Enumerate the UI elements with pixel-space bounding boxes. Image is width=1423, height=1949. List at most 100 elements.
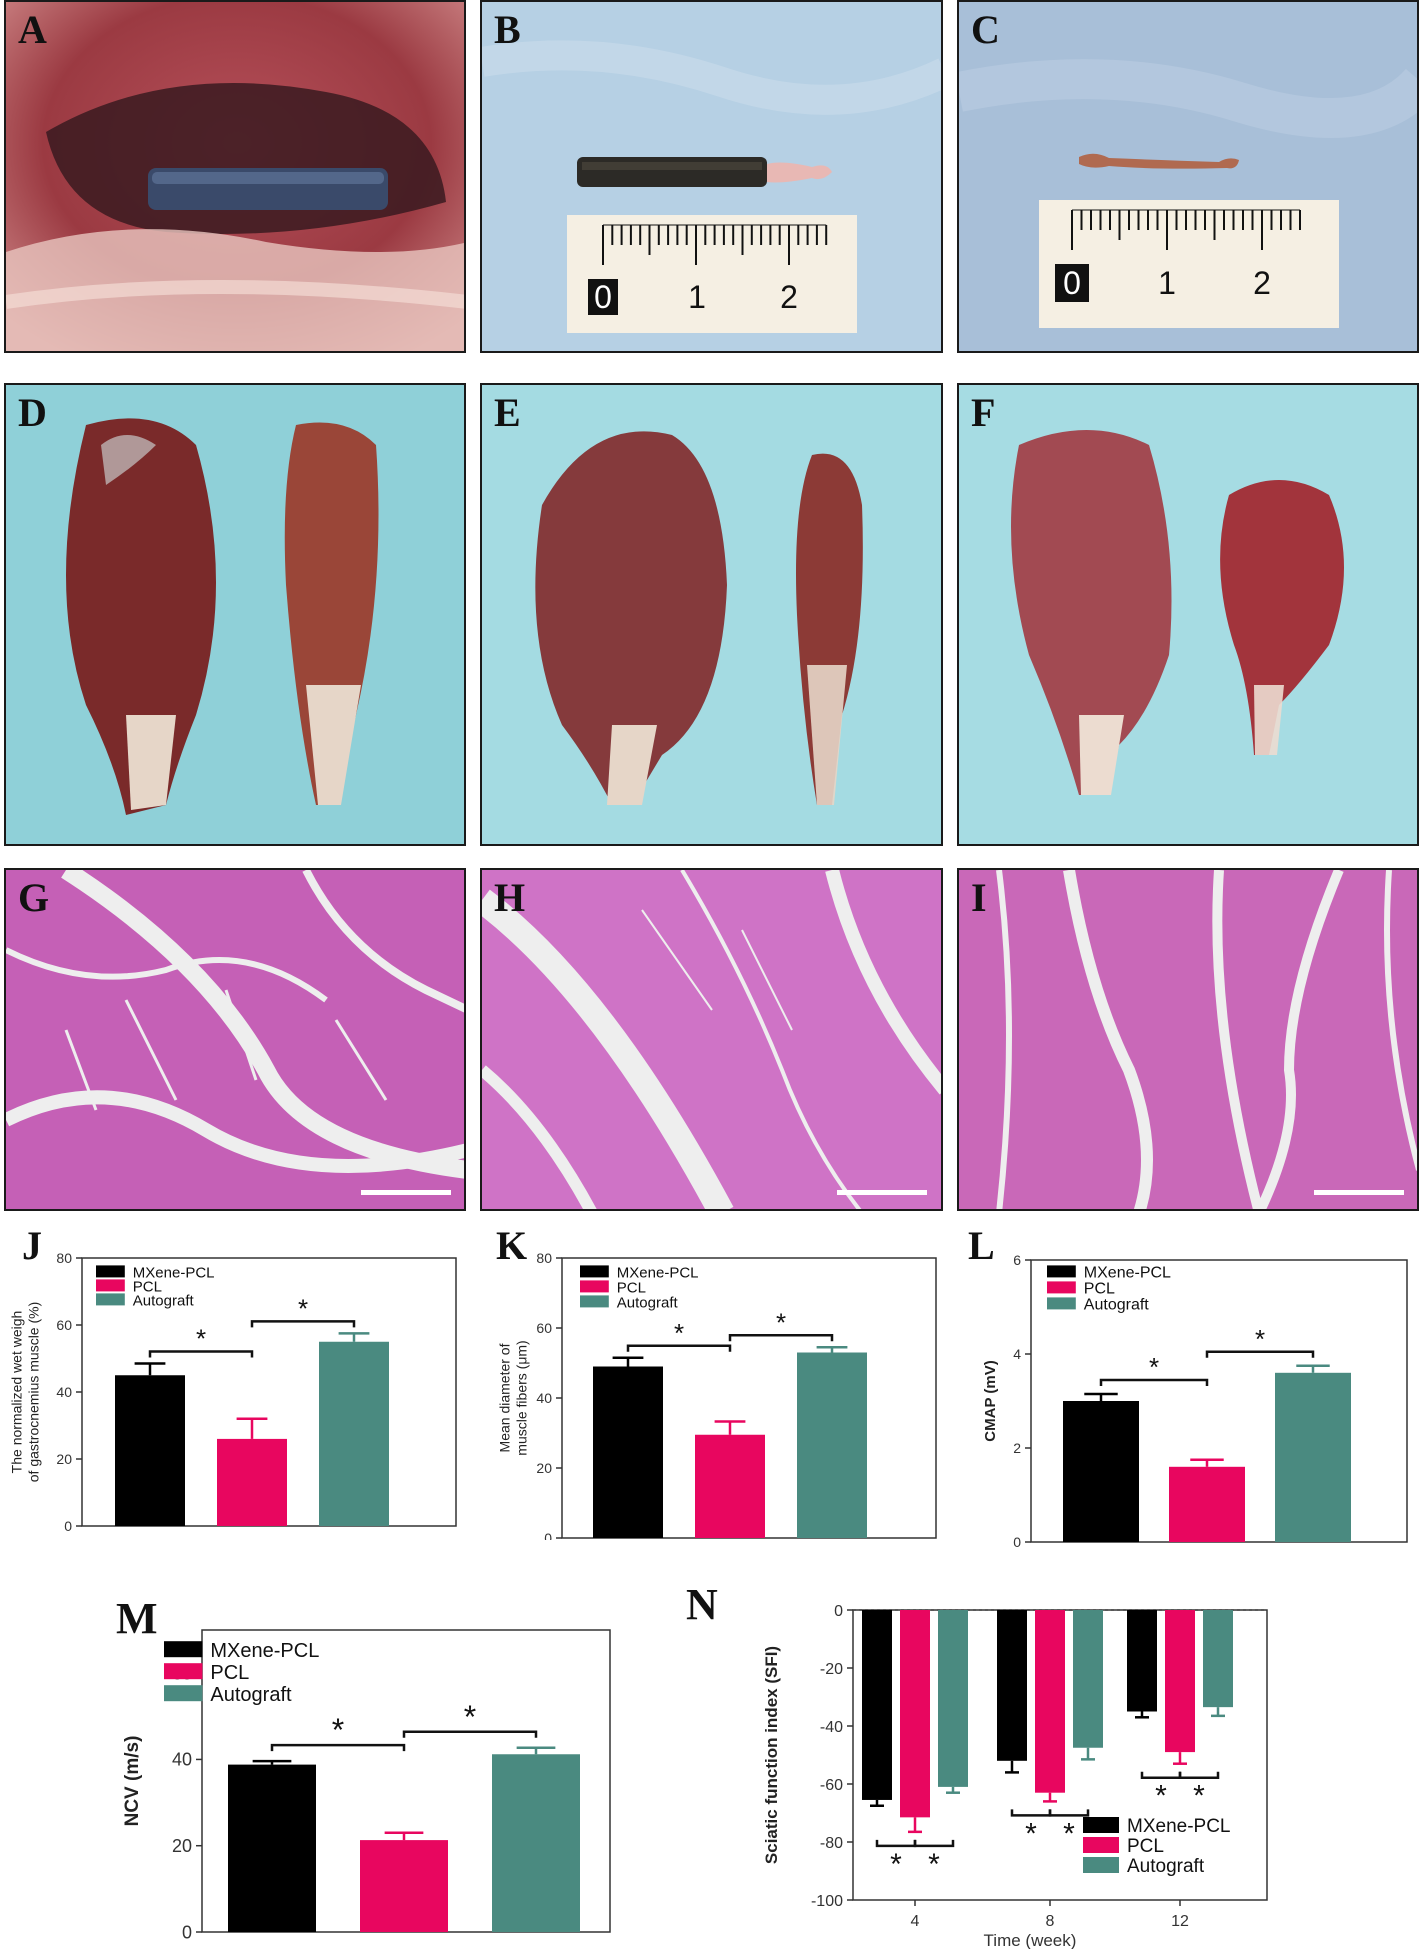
legend-swatch — [1047, 1297, 1076, 1310]
bar-autograft-week-12 — [1203, 1610, 1233, 1708]
legend-label: MXene-PCL — [210, 1640, 319, 1662]
legend-swatch — [164, 1685, 203, 1702]
explanted-nerve-ruler-photo: 0 1 2 — [959, 2, 1417, 351]
significance-bracket — [1140, 1771, 1182, 1779]
legend-label: PCL — [617, 1279, 646, 1296]
ruler-b-label-2: 2 — [780, 279, 798, 315]
bar-autograft-week-8 — [1073, 1610, 1103, 1748]
panel-label-b: B — [494, 7, 521, 52]
panel-label-d: D — [18, 390, 47, 435]
he-stain-pcl-image — [482, 870, 941, 1209]
significance-bracket — [270, 1743, 406, 1752]
photo-panel-e: E — [480, 383, 943, 846]
significance-bracket — [913, 1839, 955, 1848]
legend-label: Autograft — [1084, 1297, 1149, 1314]
legend-label: MXene-PCL — [1084, 1265, 1171, 1282]
scale-bar — [1314, 1190, 1404, 1195]
panel-label-l: L — [968, 1223, 995, 1268]
histology-panel-i: I — [957, 868, 1419, 1211]
significance-star: * — [464, 1699, 476, 1735]
ruler-c-label-2: 2 — [1253, 265, 1271, 301]
legend-swatch — [1083, 1857, 1119, 1873]
y-tick-label: 0 — [834, 1603, 843, 1620]
legend-label: Autograft — [210, 1684, 292, 1706]
chart-n: 0 -20 -40 -60 -80 -100 Sciatic function index … — [762, 1603, 1268, 1949]
photo-panel-f: F — [957, 383, 1419, 846]
y-tick-label: 60 — [56, 1317, 72, 1333]
y-tick-label: 4 — [1013, 1346, 1021, 1362]
photo-panel-d: D — [4, 383, 466, 846]
legend-swatch — [164, 1663, 203, 1680]
gastrocnemius-mxene-photo — [6, 385, 464, 844]
y-tick-label: 6 — [1013, 1252, 1021, 1268]
bar-autograft — [1275, 1372, 1351, 1542]
panel-label-i: I — [971, 875, 987, 920]
y-tick-label: 80 — [56, 1250, 72, 1266]
panel-label-g: G — [18, 875, 50, 920]
significance-bracket — [1099, 1378, 1209, 1386]
significance-bracket — [148, 1350, 254, 1358]
panel-label-k: K — [496, 1223, 528, 1268]
he-stain-autograft-image — [959, 870, 1417, 1209]
bar-mxene-pcl — [115, 1375, 185, 1526]
ruler-b-label-1: 1 — [688, 279, 706, 315]
photo-panel-c: 0 1 2 C — [957, 0, 1419, 353]
significance-star: * — [1155, 1780, 1167, 1813]
significance-bracket — [1178, 1771, 1220, 1779]
legend-swatch — [96, 1279, 125, 1292]
panel-label-e: E — [494, 390, 521, 435]
significance-star: * — [890, 1848, 902, 1881]
scale-bar — [837, 1190, 927, 1195]
significance-bracket — [626, 1344, 732, 1352]
he-stain-mxene-image — [6, 870, 464, 1209]
y-axis-label: muscle fibers (μm) — [514, 1340, 530, 1455]
significance-star: * — [674, 1318, 684, 1348]
y-tick-label: 20 — [536, 1460, 552, 1476]
scale-bar — [361, 1190, 451, 1195]
legend-label: Autograft — [133, 1292, 195, 1309]
bar-pcl — [360, 1840, 448, 1932]
significance-bracket — [1048, 1809, 1090, 1817]
y-tick-label: -60 — [820, 1777, 843, 1794]
significance-star: * — [1193, 1780, 1205, 1813]
photo-panel-a: A — [4, 0, 466, 353]
y-tick-label: 2 — [1013, 1440, 1021, 1456]
x-tick-label: 8 — [1046, 1913, 1055, 1930]
x-axis-label: Time (week) — [984, 1931, 1077, 1949]
legend-label: Autograft — [617, 1294, 679, 1311]
ruler-b-ticks — [602, 224, 828, 265]
y-tick-label: 80 — [536, 1250, 552, 1266]
significance-bracket — [728, 1334, 834, 1342]
y-tick-label: 40 — [536, 1390, 552, 1406]
chart-k: 0 20 40 60 80 Mean diameter of muscle fibers (… — [497, 1250, 937, 1540]
y-axis-label: Mean diameter of — [497, 1343, 513, 1452]
significance-bracket — [875, 1839, 917, 1848]
significance-star: * — [332, 1712, 344, 1748]
y-tick-label: 0 — [64, 1518, 72, 1534]
significance-star: * — [1025, 1817, 1037, 1850]
bar-autograft — [797, 1352, 867, 1538]
bar-mxene-pcl-week-12 — [1127, 1610, 1157, 1712]
explanted-conduit-ruler-photo: 0 1 2 — [482, 2, 941, 351]
bar-autograft-week-4 — [938, 1610, 968, 1787]
legend-swatch — [96, 1265, 125, 1278]
histology-panel-h: H — [480, 868, 943, 1211]
legend-label: PCL — [210, 1662, 249, 1684]
panel-label-c: C — [971, 7, 1000, 52]
y-tick-label: 60 — [536, 1320, 552, 1336]
chart-K-content: 0 20 40 60 80 Mean diameter of muscle fibers (… — [497, 1250, 937, 1540]
y-tick-label: 20 — [56, 1451, 72, 1467]
y-tick-label: 20 — [172, 1836, 192, 1856]
ruler-c-label-0: 0 — [1063, 265, 1081, 301]
significance-bracket — [250, 1320, 356, 1328]
y-tick-label: 0 — [544, 1530, 552, 1540]
significance-star: * — [1063, 1817, 1075, 1850]
y-axis-label: CMAP (mV) — [982, 1360, 999, 1441]
legend-label: PCL — [1084, 1281, 1115, 1298]
photo-panel-b: 0 1 2 B — [480, 0, 943, 353]
significance-star: * — [776, 1307, 786, 1337]
legend-swatch — [1083, 1837, 1119, 1853]
